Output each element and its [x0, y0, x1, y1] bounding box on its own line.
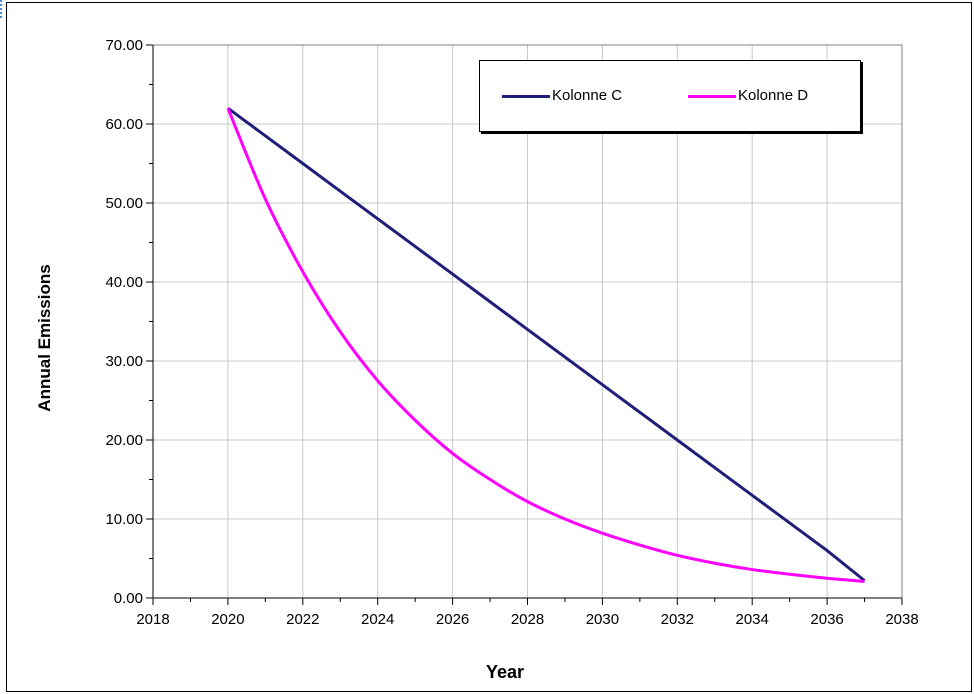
y-tick-label: 30.00 — [105, 353, 143, 370]
axes — [146, 44, 903, 605]
x-tick-label: 2036 — [810, 611, 843, 628]
y-tick-label: 50.00 — [105, 195, 143, 212]
selection-corner-mark — [0, 0, 8, 18]
x-tick-label: 2028 — [511, 611, 544, 628]
y-axis-label: Annual Emissions — [35, 264, 54, 412]
legend-label-kolonne-c: Kolonne C — [552, 87, 623, 104]
y-tick-label: 20.00 — [105, 432, 143, 449]
y-tick-label: 10.00 — [105, 511, 143, 528]
x-tick-label: 2032 — [661, 611, 694, 628]
series-line-kolonne-d — [226, 107, 865, 583]
legend: Kolonne C Kolonne D — [479, 60, 861, 132]
legend-label-kolonne-d: Kolonne D — [738, 87, 809, 104]
x-tick-label: 2022 — [286, 611, 319, 628]
x-tick-label: 2020 — [211, 611, 244, 628]
series-line-kolonne-c — [227, 106, 866, 582]
x-tick-label: 2018 — [136, 611, 169, 628]
y-tick-label: 40.00 — [105, 274, 143, 291]
x-tick-label: 2034 — [736, 611, 769, 628]
tick-labels: 2018 2020 2022 2024 2026 2028 2030 2032 2034 2036… — [105, 37, 918, 628]
y-tick-label: 60.00 — [105, 116, 143, 133]
x-tick-label: 2038 — [885, 611, 918, 628]
x-tick-label: 2024 — [361, 611, 394, 628]
x-tick-label: 2030 — [586, 611, 619, 628]
y-tick-label: 0.00 — [114, 590, 143, 607]
x-axis-label: Year — [485, 662, 525, 682]
y-tick-label: 70.00 — [105, 37, 143, 54]
legend-swatch-kolonne-d — [688, 95, 736, 98]
series-lines — [226, 106, 866, 583]
legend-swatch-kolonne-c — [502, 95, 550, 98]
x-tick-label: 2026 — [436, 611, 469, 628]
